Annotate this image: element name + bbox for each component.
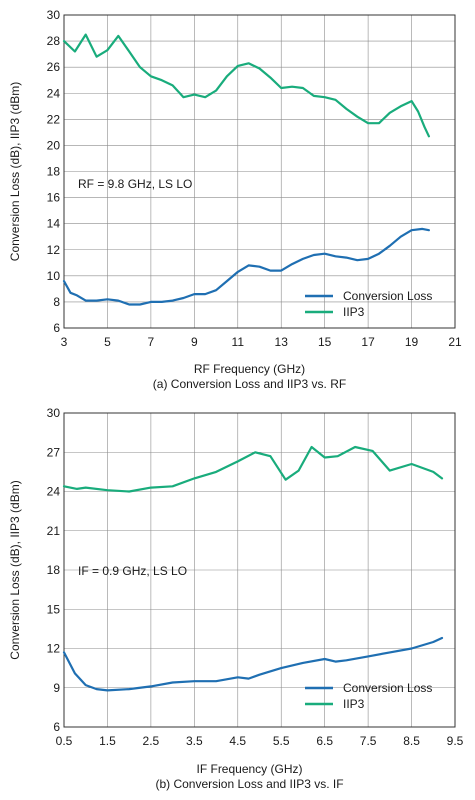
y-tick-label: 26 xyxy=(47,60,61,74)
y-tick-label: 30 xyxy=(47,406,61,420)
x-tick-label: 5.5 xyxy=(273,734,290,748)
x-tick-label: 3 xyxy=(61,335,68,349)
legend-label: IIP3 xyxy=(343,697,365,711)
legend-label: IIP3 xyxy=(343,305,365,319)
x-tick-label: 7 xyxy=(148,335,155,349)
y-tick-label: 12 xyxy=(47,642,61,656)
x-tick-label: 7.5 xyxy=(360,734,377,748)
condition-annotation: RF = 9.8 GHz, LS LO xyxy=(78,177,192,191)
y-tick-label: 14 xyxy=(47,217,61,231)
y-tick-label: 28 xyxy=(47,34,61,48)
x-tick-label: 5 xyxy=(104,335,111,349)
chart-panel-1: 3 5 7 9 11 13 15 17 19 21 6 8 10 12 14 16 18 20 22 24 26 28 30… xyxy=(8,8,462,391)
chart-caption: (a) Conversion Loss and IIP3 vs. RF xyxy=(153,377,346,391)
x-tick-label: 2.5 xyxy=(143,734,160,748)
x-tick-label: 9.5 xyxy=(447,734,464,748)
y-axis-title: Conversion Loss (dB), IIP3 (dBm) xyxy=(8,82,22,261)
chart-panel-2: 0.5 1.5 2.5 3.5 4.5 5.5 6.5 7.5 8.5 9.5 6 9 12 15 18 21… xyxy=(8,406,464,791)
y-tick-label: 21 xyxy=(47,524,61,538)
y-tick-label: 18 xyxy=(47,563,61,577)
x-tick-label: 9 xyxy=(191,335,198,349)
x-tick-label: 13 xyxy=(275,335,289,349)
y-tick-label: 24 xyxy=(47,485,61,499)
x-tick-label: 11 xyxy=(232,335,245,349)
plot-frame xyxy=(63,412,456,728)
plot-frame xyxy=(63,14,456,329)
x-tick-label: 4.5 xyxy=(229,734,246,748)
x-axis-title: RF Frequency (GHz) xyxy=(194,362,305,376)
chart-caption: (b) Conversion Loss and IIP3 vs. IF xyxy=(155,777,343,791)
y-tick-label: 8 xyxy=(53,295,60,309)
y-tick-label: 6 xyxy=(53,720,60,734)
x-tick-label: 19 xyxy=(405,335,419,349)
y-tick-label: 6 xyxy=(53,321,60,335)
x-axis-title: IF Frequency (GHz) xyxy=(196,762,302,776)
x-tick-label: 6.5 xyxy=(316,734,333,748)
series-line-conversion-loss xyxy=(62,636,444,692)
series-line-iip3 xyxy=(62,33,430,138)
y-tick-label: 9 xyxy=(53,681,60,695)
y-tick-label: 20 xyxy=(47,138,61,152)
y-tick-label: 24 xyxy=(47,86,61,100)
series-line-iip3 xyxy=(62,445,444,493)
legend-label: Conversion Loss xyxy=(343,681,432,695)
x-tick-label: 8.5 xyxy=(403,734,420,748)
y-tick-label: 18 xyxy=(47,165,61,179)
y-axis-title: Conversion Loss (dB), IIP3 (dBm) xyxy=(8,480,22,659)
series-line-conversion-loss xyxy=(62,227,430,306)
y-tick-label: 15 xyxy=(47,602,61,616)
y-tick-label: 22 xyxy=(47,112,61,126)
x-tick-label: 0.5 xyxy=(56,734,73,748)
condition-annotation: IF = 0.9 GHz, LS LO xyxy=(78,564,187,578)
y-tick-label: 27 xyxy=(47,445,61,459)
x-tick-label: 1.5 xyxy=(99,734,116,748)
x-tick-label: 17 xyxy=(361,335,375,349)
x-tick-label: 3.5 xyxy=(186,734,203,748)
y-tick-label: 10 xyxy=(47,269,61,283)
x-tick-label: 15 xyxy=(318,335,332,349)
y-tick-label: 16 xyxy=(47,191,61,205)
y-tick-label: 30 xyxy=(47,8,61,22)
x-tick-label: 21 xyxy=(448,335,462,349)
legend-label: Conversion Loss xyxy=(343,289,432,303)
y-tick-label: 12 xyxy=(47,243,61,257)
